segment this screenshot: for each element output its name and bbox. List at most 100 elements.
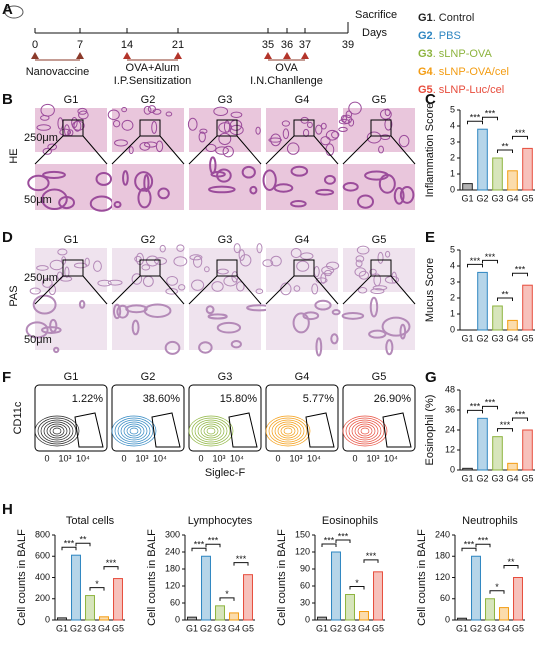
contour xyxy=(120,421,148,441)
chart-title: Neutrophils xyxy=(462,515,518,527)
contour xyxy=(111,415,157,447)
micrograph xyxy=(266,248,338,292)
tissue xyxy=(199,128,208,134)
flow-x-tick: 10³ xyxy=(135,453,148,463)
tissue xyxy=(331,309,341,316)
bar xyxy=(187,616,197,621)
y-axis-label: Mucus Score xyxy=(424,258,436,322)
y-tick-label: 1 xyxy=(450,168,455,178)
tissue xyxy=(314,299,332,311)
tissue xyxy=(302,128,310,138)
y-tick-label: 150 xyxy=(295,529,310,539)
y-tick-label: 2 xyxy=(450,152,455,162)
stain-label: HE xyxy=(8,148,20,163)
tissue xyxy=(270,255,282,267)
x-tick-label: G2 xyxy=(330,623,342,633)
column-label: G3 xyxy=(218,94,233,106)
y-tick-label: 120 xyxy=(295,546,310,556)
gate-percentage: 1.22% xyxy=(72,393,103,405)
sig-label: *** xyxy=(485,398,496,408)
contour xyxy=(200,423,222,439)
tissue xyxy=(216,321,242,334)
tissue xyxy=(270,133,282,147)
tissue xyxy=(320,136,331,146)
sig-bracket xyxy=(512,135,528,140)
y-tick-label: 240 xyxy=(435,529,450,539)
bar xyxy=(373,571,383,621)
sig-label: * xyxy=(495,582,499,592)
zoom-line xyxy=(313,135,339,165)
tissue xyxy=(378,145,384,154)
bar xyxy=(243,574,253,621)
x-tick-label: G4 xyxy=(498,623,510,633)
legend-name: . PBS xyxy=(433,30,461,42)
y-tick-label: 200 xyxy=(35,593,50,603)
legend-name: . Control xyxy=(433,12,475,24)
tissue xyxy=(296,260,310,272)
x-tick-label: G3 xyxy=(484,623,496,633)
contour xyxy=(274,421,302,441)
x-tick-label: G3 xyxy=(491,193,503,203)
sig-label: *** xyxy=(64,539,75,549)
y-axis-label: Inflammation Score xyxy=(424,103,436,198)
tissue xyxy=(128,146,134,155)
tissue xyxy=(384,250,391,258)
y-tick-label: 300 xyxy=(165,529,180,539)
panel-label: A xyxy=(2,1,13,18)
y-tick-label: 120 xyxy=(435,572,450,582)
tissue xyxy=(377,251,384,264)
contour xyxy=(354,423,376,439)
legend-entry: G3. sLNP-OVA xyxy=(418,48,492,60)
tissue xyxy=(357,287,368,294)
flow-x-tick: 0 xyxy=(121,453,126,463)
tissue xyxy=(59,128,72,136)
mouse-icon xyxy=(4,5,24,19)
bar xyxy=(359,611,369,621)
sig-label: ** xyxy=(79,535,87,545)
legend-entry: G4. sLNP-OVA/cel xyxy=(418,66,509,78)
y-tick-label: 0 xyxy=(445,614,450,624)
sig-bracket xyxy=(467,263,483,268)
y-tick-label: 180 xyxy=(435,551,450,561)
panel-label: E xyxy=(425,229,435,246)
x-tick-label: G1 xyxy=(186,623,198,633)
tissue xyxy=(230,340,242,349)
x-tick-label: G5 xyxy=(521,193,533,203)
tissue xyxy=(95,171,113,186)
column-label: G5 xyxy=(372,234,387,246)
sig-label: *** xyxy=(464,540,475,550)
sig-label: ** xyxy=(501,289,509,299)
tissue xyxy=(368,329,387,339)
y-tick-label: 800 xyxy=(35,529,50,539)
tissue xyxy=(300,252,314,260)
x-tick-label: G1 xyxy=(56,623,68,633)
scale-bar-label: 50μm xyxy=(24,334,52,346)
tissue xyxy=(369,296,379,318)
tissue xyxy=(139,142,151,151)
y-tick-label: 90 xyxy=(300,563,310,573)
tissue xyxy=(384,108,391,117)
y-axis-label: Cell counts in BALF xyxy=(16,529,28,626)
contour xyxy=(191,417,231,445)
tissue xyxy=(157,187,170,200)
x-tick-label: G2 xyxy=(70,623,82,633)
bar xyxy=(71,554,81,621)
tissue xyxy=(330,333,339,345)
tissue xyxy=(381,316,411,337)
bar xyxy=(492,157,503,191)
sig-bracket xyxy=(349,586,365,590)
bar xyxy=(477,128,488,191)
zoom-line xyxy=(82,275,108,305)
bar xyxy=(331,551,341,621)
x-tick-label: G1 xyxy=(461,193,473,203)
y-tick-label: 0 xyxy=(175,614,180,624)
x-tick-label: G1 xyxy=(461,333,473,343)
tissue xyxy=(41,188,68,211)
dose-arrow xyxy=(31,52,39,59)
tissue xyxy=(399,185,415,204)
sig-label: *** xyxy=(470,113,481,123)
tissue xyxy=(354,267,367,277)
tissue xyxy=(315,188,335,196)
tissue xyxy=(145,255,159,267)
micrograph xyxy=(266,164,338,210)
